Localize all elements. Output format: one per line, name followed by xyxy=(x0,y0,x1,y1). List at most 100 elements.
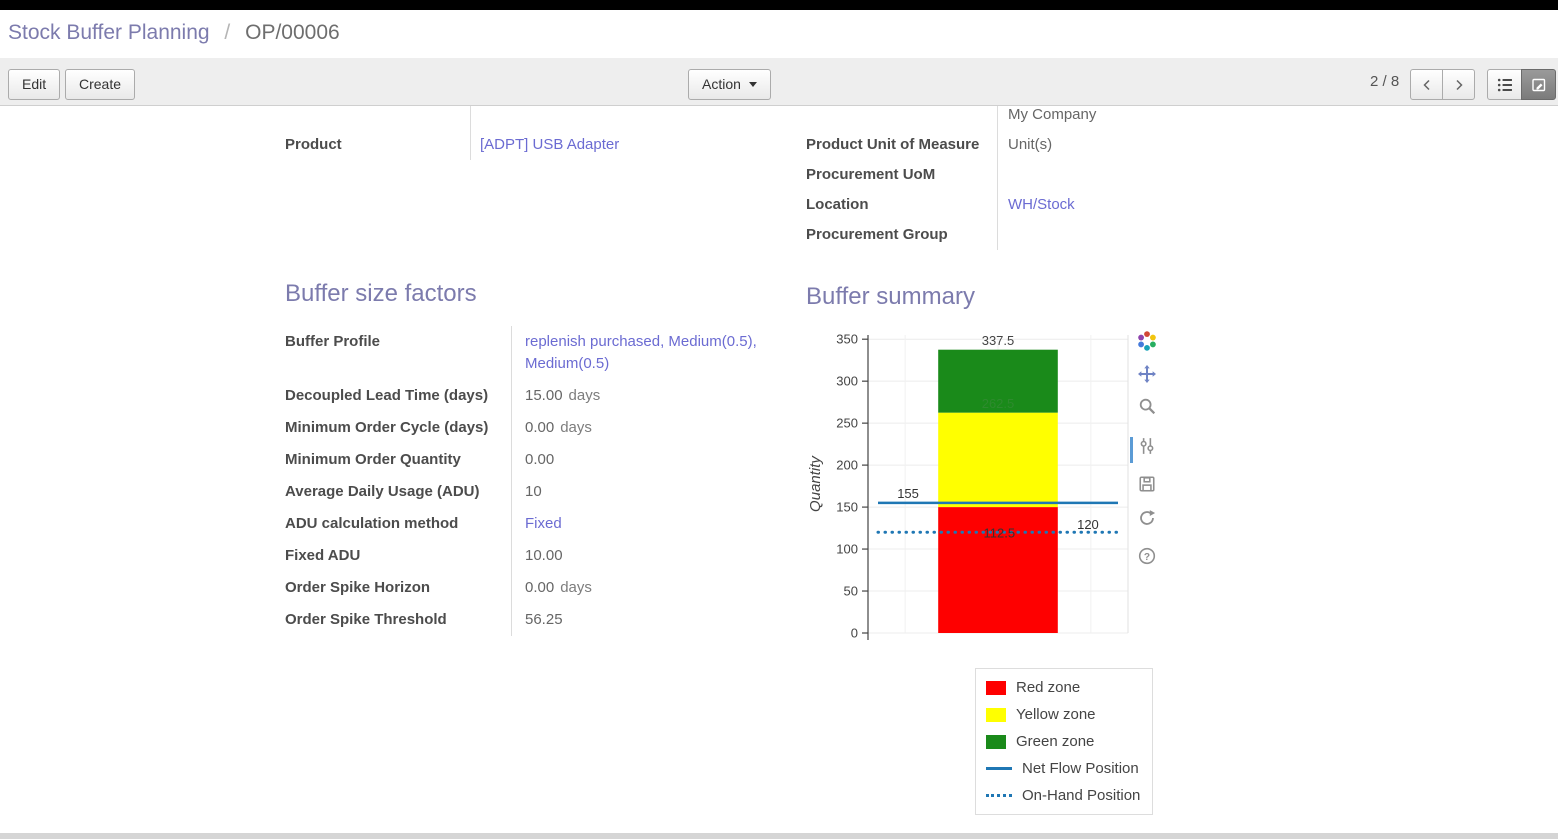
adu-method-link[interactable]: Fixed xyxy=(525,515,562,532)
pager-next-button[interactable] xyxy=(1442,69,1475,100)
svg-text:155: 155 xyxy=(897,486,919,501)
form-view-icon xyxy=(1531,78,1545,91)
dlt-suffix: days xyxy=(568,387,601,404)
field-label-min-order-cycle: Minimum Order Cycle (days) xyxy=(285,419,489,436)
edit-button[interactable]: Edit xyxy=(8,69,61,100)
legend-swatch xyxy=(986,734,1006,749)
form-view-button[interactable] xyxy=(1521,69,1556,100)
chevron-right-icon xyxy=(1455,79,1463,90)
legend-swatch xyxy=(986,794,1012,797)
order-spike-horizon-suffix: days xyxy=(560,579,592,596)
bottom-edge-strip xyxy=(0,833,1558,839)
field-label-fixed-adu: Fixed ADU xyxy=(285,547,361,564)
fixed-adu-value: 10.00 xyxy=(525,547,563,564)
field-row-adu: Average Daily Usage (ADU) 10 xyxy=(285,476,785,508)
product-field-group: Product [ADPT] USB Adapter xyxy=(285,100,795,160)
legend-label: Red zone xyxy=(1016,679,1081,696)
svg-text:337.5: 337.5 xyxy=(982,333,1015,348)
field-row-order-spike-threshold: Order Spike Threshold 56.25 xyxy=(285,604,785,636)
legend-label: Net Flow Position xyxy=(1022,760,1139,777)
buffer-factors-group: Buffer Profile replenish purchased, Medi… xyxy=(285,326,785,636)
help-icon: ? xyxy=(1138,547,1156,564)
legend-item-green-zone[interactable]: Green zone xyxy=(976,728,1152,755)
field-row-spacer xyxy=(285,100,795,130)
pager xyxy=(1410,69,1475,100)
legend-item-on-hand-position[interactable]: On-Hand Position xyxy=(976,782,1152,809)
svg-text:120: 120 xyxy=(1077,517,1099,532)
action-dropdown-button[interactable]: Action xyxy=(688,69,771,100)
reset-axes-button[interactable] xyxy=(1136,508,1158,530)
field-row-location: Location WH/Stock xyxy=(806,190,1295,220)
svg-text:100: 100 xyxy=(836,542,858,557)
pager-previous-button[interactable] xyxy=(1410,69,1443,100)
field-row-procurement-group: Procurement Group xyxy=(806,220,1295,250)
field-label-order-spike-horizon: Order Spike Horizon xyxy=(285,579,431,596)
chart-modebar: ? xyxy=(1134,330,1160,568)
field-label-procurement-group: Procurement Group xyxy=(806,226,948,243)
svg-text:300: 300 xyxy=(836,374,858,389)
legend-label: On-Hand Position xyxy=(1022,787,1141,804)
list-view-icon xyxy=(1497,78,1512,91)
legend-item-net-flow-position[interactable]: Net Flow Position xyxy=(976,755,1152,782)
field-row-product-uom: Product Unit of Measure Unit(s) xyxy=(806,130,1295,160)
list-view-button[interactable] xyxy=(1487,69,1522,100)
svg-text:112.5: 112.5 xyxy=(984,525,1016,540)
view-switcher xyxy=(1487,69,1556,100)
action-label: Action xyxy=(702,76,741,92)
svg-text:200: 200 xyxy=(836,458,858,473)
zoom-button[interactable] xyxy=(1136,396,1158,418)
pan-button[interactable] xyxy=(1136,364,1158,386)
field-label-order-spike-threshold: Order Spike Threshold xyxy=(285,611,447,628)
field-label-product-uom: Product Unit of Measure xyxy=(806,136,980,153)
hover-compare-button[interactable] xyxy=(1136,436,1158,458)
caret-down-icon xyxy=(748,82,757,87)
breadcrumb-separator: / xyxy=(224,21,231,44)
legend-swatch xyxy=(986,680,1006,695)
field-row-buffer-profile: Buffer Profile replenish purchased, Medi… xyxy=(285,326,785,380)
reset-icon xyxy=(1140,509,1156,525)
breadcrumb-link-stock-buffer-planning[interactable]: Stock Buffer Planning xyxy=(8,21,210,44)
legend-swatch xyxy=(986,767,1012,770)
svg-text:50: 50 xyxy=(844,584,858,599)
svg-text:250: 250 xyxy=(836,416,858,431)
buffer-size-factors-title: Buffer size factors xyxy=(285,280,477,307)
legend-item-yellow-zone[interactable]: Yellow zone xyxy=(976,701,1152,728)
field-row-min-order-qty: Minimum Order Quantity 0.00 xyxy=(285,444,785,476)
dlt-value: 15.00 xyxy=(525,387,563,404)
create-button[interactable]: Create xyxy=(65,69,136,100)
field-row-order-spike-horizon: Order Spike Horizon 0.00 days xyxy=(285,572,785,604)
buffer-profile-link[interactable]: replenish purchased, Medium(0.5), Medium… xyxy=(525,333,757,372)
buffer-summary-chart: 0 50 100 150 200 250 300 350 Quantity 337.5 262.5 1… xyxy=(800,325,1170,665)
breadcrumb: Stock Buffer Planning / OP/00006 xyxy=(0,10,1558,58)
order-spike-threshold-value: 56.25 xyxy=(525,611,563,628)
adu-value: 10 xyxy=(525,483,542,500)
svg-text:262.5: 262.5 xyxy=(982,396,1015,411)
plotly-logo-button[interactable] xyxy=(1136,330,1158,352)
zoom-icon xyxy=(1139,398,1156,414)
plotly-logo-icon xyxy=(1138,331,1156,351)
svg-text:Quantity: Quantity xyxy=(807,455,824,512)
field-row-adu-method: ADU calculation method Fixed xyxy=(285,508,785,540)
product-uom-value: Unit(s) xyxy=(1008,136,1053,153)
buffer-chart-plot[interactable]: 0 50 100 150 200 250 300 350 Quantity 337.5 262.5 1… xyxy=(800,325,1170,665)
field-label-dlt: Decoupled Lead Time (days) xyxy=(285,387,489,404)
legend-label: Green zone xyxy=(1016,733,1095,750)
field-label-buffer-profile: Buffer Profile xyxy=(285,333,381,350)
help-button[interactable]: ? xyxy=(1136,546,1158,568)
logistics-field-group: My Company Product Unit of Measure Unit(… xyxy=(806,100,1295,250)
field-label-location: Location xyxy=(806,196,869,213)
svg-text:350: 350 xyxy=(836,332,858,347)
modebar-active-indicator xyxy=(1130,437,1133,463)
chevron-left-icon xyxy=(1422,79,1430,90)
order-spike-horizon-value: 0.00 xyxy=(525,579,555,596)
legend-item-red-zone[interactable]: Red zone xyxy=(976,674,1152,701)
product-link[interactable]: [ADPT] USB Adapter xyxy=(480,136,620,153)
location-link[interactable]: WH/Stock xyxy=(1008,196,1075,213)
pager-value: 2 / 8 xyxy=(1370,73,1400,90)
pan-icon xyxy=(1138,364,1156,383)
download-plot-button[interactable] xyxy=(1136,474,1158,496)
min-order-cycle-value: 0.00 xyxy=(525,419,555,436)
field-row-min-order-cycle: Minimum Order Cycle (days) 0.00 days xyxy=(285,412,785,444)
field-label-adu: Average Daily Usage (ADU) xyxy=(285,483,480,500)
hover-compare-icon xyxy=(1140,437,1154,454)
